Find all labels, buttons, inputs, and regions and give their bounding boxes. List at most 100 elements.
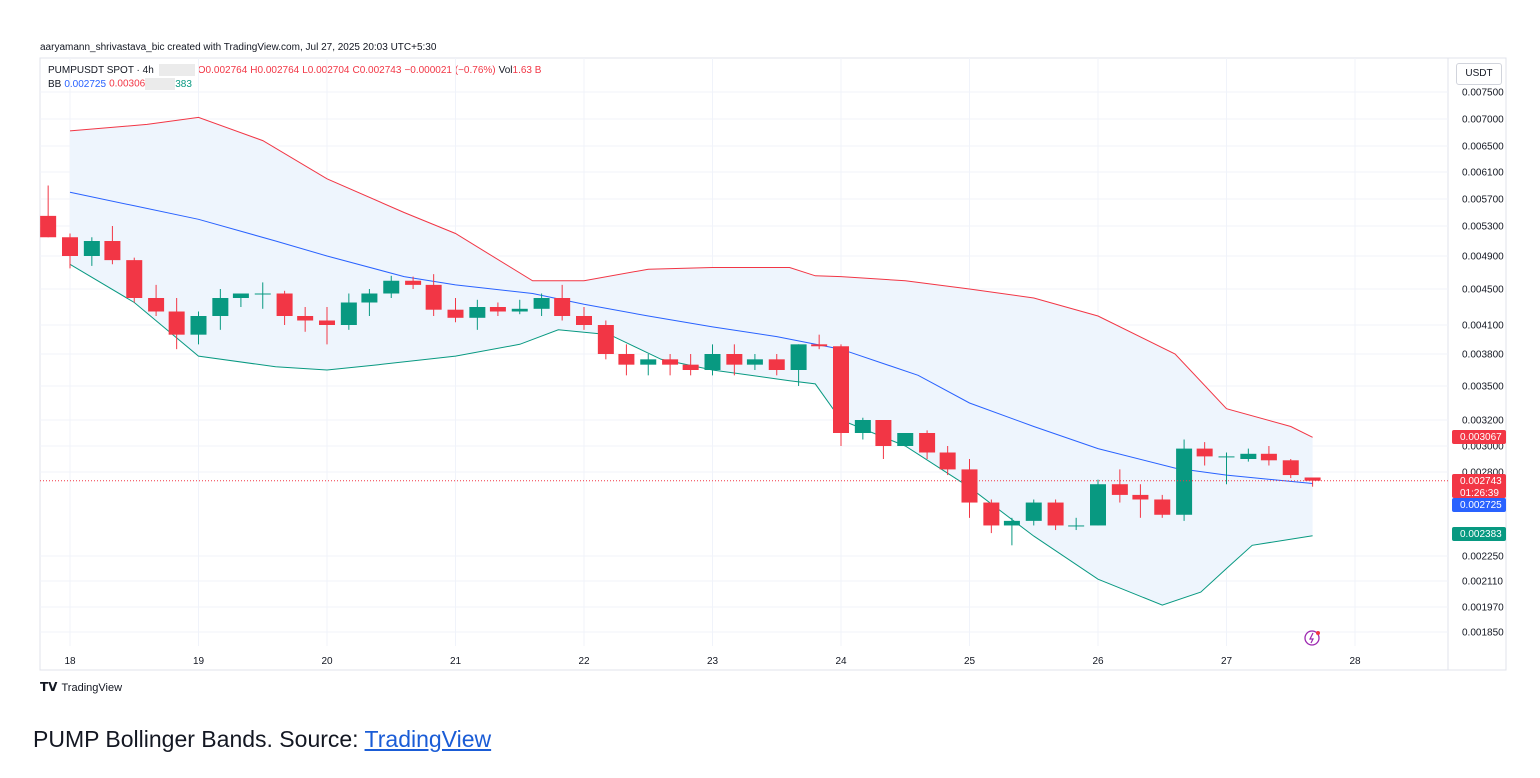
- candle-body: [1132, 494, 1149, 500]
- chart-attribution: aaryamann_shrivastava_bic created with T…: [40, 42, 437, 53]
- candle-body: [1260, 453, 1277, 461]
- candle-body: [833, 346, 849, 433]
- price-axis: 0.007500 0.007000 0.006500 0.006100 0.005700…: [1462, 88, 1504, 639]
- candle: [1025, 499, 1042, 526]
- price-tick-label: 0.006500: [1462, 142, 1504, 153]
- candle: [1132, 484, 1149, 518]
- legend-bb-lower: 383: [175, 78, 192, 90]
- candle-body: [576, 316, 592, 325]
- candle: [875, 420, 892, 459]
- legend-bb-basis: 0.002725: [64, 78, 107, 90]
- legend-open: O0.002764: [197, 64, 248, 76]
- candle: [361, 289, 378, 316]
- time-tick-label: 21: [450, 656, 462, 667]
- candle-body: [1068, 525, 1085, 527]
- time-tick-label: 18: [64, 656, 76, 667]
- price-tick-label: 0.003800: [1462, 350, 1504, 361]
- candle-body: [897, 433, 914, 446]
- lower-band-tag-text: 0.002383: [1460, 529, 1502, 540]
- candle: [1304, 477, 1321, 487]
- lower-band-tag-bg: [1452, 527, 1506, 541]
- price-tick-label: 0.003500: [1462, 382, 1504, 393]
- legend-symbol: PUMPUSDT SPOT · 4h: [48, 64, 154, 76]
- candle: [254, 282, 271, 309]
- candle: [1260, 446, 1277, 466]
- time-tick-label: 19: [193, 656, 205, 667]
- candle: [1176, 439, 1193, 521]
- candle: [469, 299, 486, 330]
- candle-body: [447, 309, 464, 318]
- candle-body: [383, 280, 400, 294]
- candle-body: [983, 502, 1000, 526]
- candle-body: [126, 260, 143, 298]
- legend-low: L0.002704: [302, 64, 350, 76]
- caption-text: PUMP Bollinger Bands. Source:: [33, 726, 365, 752]
- time-tick-label: 27: [1221, 656, 1233, 667]
- candle-body: [361, 293, 378, 303]
- candle: [682, 354, 699, 376]
- candle-body: [297, 316, 314, 321]
- candle: [511, 299, 528, 315]
- bb-band-fill: [70, 117, 1313, 606]
- candle-body: [768, 359, 785, 370]
- time-tick-label: 28: [1349, 656, 1361, 667]
- candle-body: [1240, 453, 1257, 459]
- candle: [726, 344, 743, 376]
- price-tick-label: 0.003200: [1462, 416, 1504, 427]
- caption: PUMP Bollinger Bands. Source: TradingVie…: [33, 726, 491, 753]
- candle-body: [511, 308, 528, 312]
- candle: [1218, 452, 1235, 485]
- candle-body: [618, 354, 635, 365]
- candle: [576, 307, 592, 330]
- price-tick-label: 0.005700: [1462, 195, 1504, 206]
- candle-body: [1196, 448, 1213, 457]
- price-chart[interactable]: 0.007500 0.007000 0.006500 0.006100 0.005700…: [0, 0, 1540, 680]
- legend-vol-value: 1.63 B: [512, 64, 542, 76]
- bb-upper-line: [69, 116, 1313, 438]
- candle-body: [875, 420, 892, 446]
- basis-tag-bg: [1452, 498, 1506, 512]
- candle: [1111, 469, 1128, 503]
- candle: [554, 284, 571, 321]
- candle: [746, 354, 763, 370]
- currency-selector[interactable]: USDT: [1456, 63, 1502, 85]
- candle: [425, 274, 442, 316]
- price-tick-label: 0.007000: [1462, 115, 1504, 126]
- time-tick-label: 22: [578, 656, 590, 667]
- time-tick-label: 26: [1092, 656, 1104, 667]
- candle: [811, 334, 828, 350]
- bb-basis-line: [69, 191, 1313, 484]
- price-tick-label: 0.001850: [1462, 628, 1504, 639]
- candle: [597, 320, 614, 360]
- candle: [489, 302, 506, 316]
- caption-link[interactable]: TradingView: [364, 726, 492, 752]
- candle-body: [554, 298, 571, 316]
- price-tick-label: 0.001970: [1462, 603, 1504, 614]
- candle: [168, 298, 185, 350]
- ohlc-legend: PUMPUSDT SPOT · 4h O0.002764 H0.002764 L0.0…: [48, 64, 544, 76]
- candle: [148, 284, 165, 316]
- candle: [983, 499, 1000, 534]
- candle-body: [1282, 460, 1299, 476]
- candle-body: [405, 280, 422, 285]
- legend-bb-upper: 0.00306: [109, 78, 146, 90]
- candle: [704, 344, 721, 376]
- candle-body: [597, 325, 614, 354]
- candle-body: [425, 284, 442, 310]
- candle-body: [1218, 456, 1235, 458]
- upper-band-tag-text: 0.003067: [1460, 432, 1502, 443]
- tv-logo-text: TradingView: [61, 682, 123, 694]
- candle-body: [168, 311, 185, 335]
- candle-body: [746, 359, 763, 365]
- legend-bb-label: BB: [48, 78, 62, 90]
- alert-icon[interactable]: [1304, 630, 1320, 646]
- time-tick-label: 20: [321, 656, 333, 667]
- candle: [276, 290, 293, 325]
- candle-body: [319, 320, 335, 325]
- candle-body: [790, 344, 807, 370]
- candle-body: [340, 302, 357, 325]
- candle-body: [662, 359, 679, 365]
- candle-body: [254, 293, 271, 295]
